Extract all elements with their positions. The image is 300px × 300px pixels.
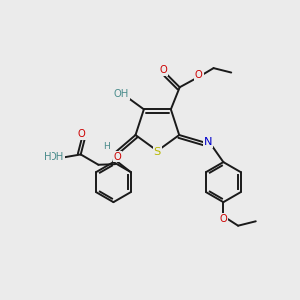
Text: OH: OH: [49, 152, 64, 162]
Text: H: H: [44, 152, 51, 162]
Text: OH: OH: [114, 89, 129, 99]
Text: O: O: [220, 214, 227, 224]
Text: O: O: [195, 70, 203, 80]
Text: O: O: [114, 152, 122, 161]
Text: N: N: [203, 137, 212, 147]
Text: H: H: [103, 142, 110, 151]
Text: O: O: [78, 129, 86, 139]
Text: O: O: [159, 65, 167, 76]
Text: S: S: [154, 147, 161, 158]
